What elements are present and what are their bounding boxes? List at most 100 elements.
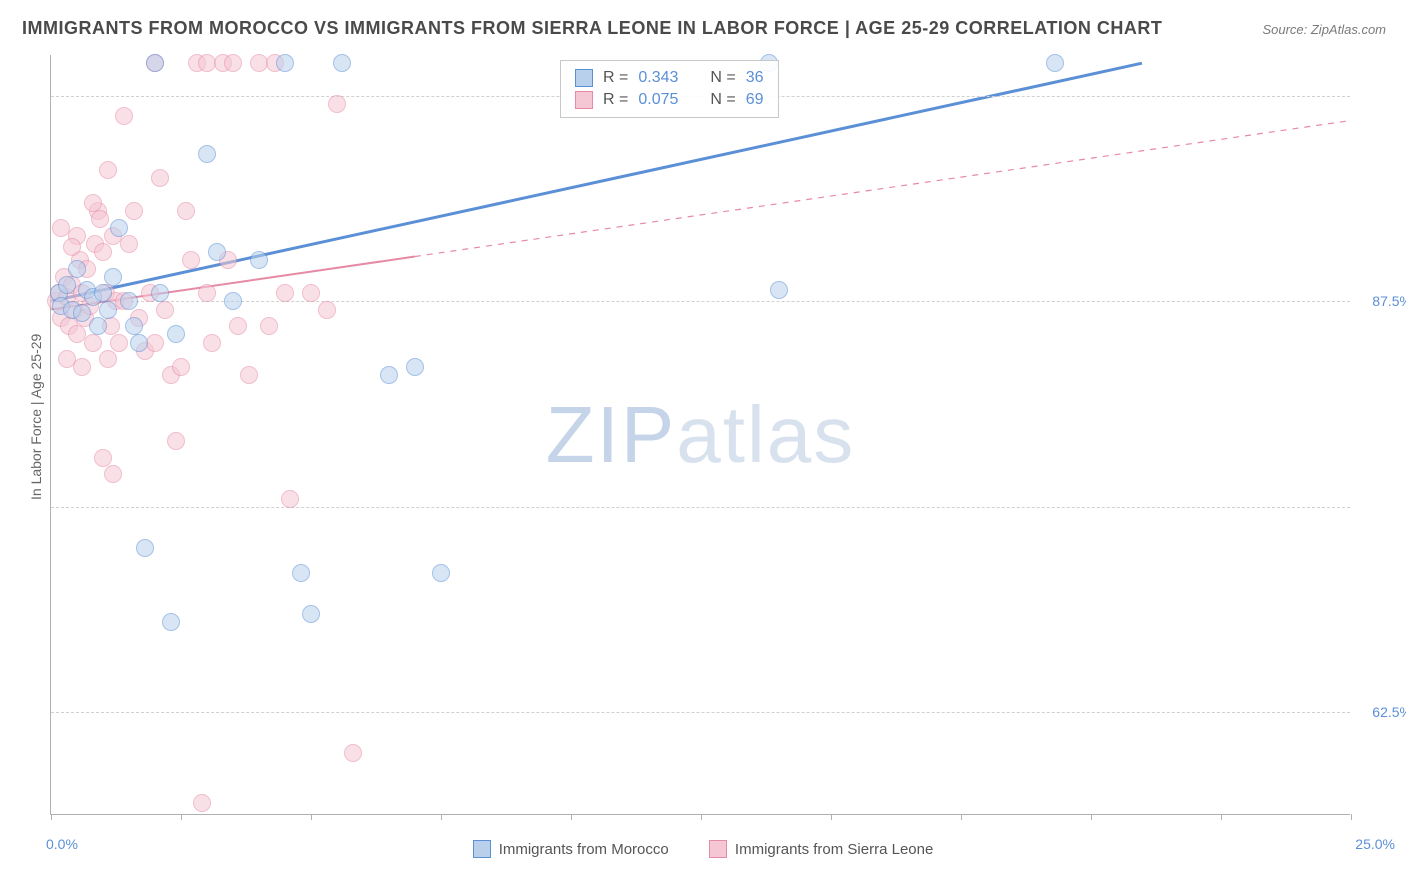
data-point-sierra-leone bbox=[73, 358, 91, 376]
data-point-sierra-leone bbox=[281, 490, 299, 508]
data-point-sierra-leone bbox=[167, 432, 185, 450]
data-point-sierra-leone bbox=[99, 350, 117, 368]
data-point-sierra-leone bbox=[302, 284, 320, 302]
regression-line bbox=[415, 121, 1350, 257]
swatch-bottom-sierra-leone bbox=[709, 840, 727, 858]
data-point-sierra-leone bbox=[110, 334, 128, 352]
x-tick bbox=[701, 814, 702, 820]
legend-row-sierra-leone: R = 0.075 N = 69 bbox=[575, 89, 764, 111]
data-point-sierra-leone bbox=[260, 317, 278, 335]
data-point-sierra-leone bbox=[84, 194, 102, 212]
data-point-morocco bbox=[406, 358, 424, 376]
data-point-sierra-leone bbox=[240, 366, 258, 384]
swatch-morocco bbox=[575, 69, 593, 87]
source-attribution: Source: ZipAtlas.com bbox=[1262, 22, 1386, 37]
series-name-1: Immigrants from Sierra Leone bbox=[735, 841, 933, 858]
data-point-sierra-leone bbox=[104, 465, 122, 483]
r-label-1: R = bbox=[603, 91, 628, 109]
x-tick bbox=[181, 814, 182, 820]
data-point-sierra-leone bbox=[344, 744, 362, 762]
chart-title: IMMIGRANTS FROM MOROCCO VS IMMIGRANTS FR… bbox=[22, 18, 1162, 39]
r-label-0: R = bbox=[603, 69, 628, 87]
x-tick bbox=[1221, 814, 1222, 820]
data-point-morocco bbox=[110, 219, 128, 237]
data-point-morocco bbox=[94, 284, 112, 302]
correlation-legend: R = 0.343 N = 36 R = 0.075 N = 69 bbox=[560, 60, 779, 118]
x-tick bbox=[311, 814, 312, 820]
y-tick-label: 62.5% bbox=[1372, 704, 1406, 720]
regression-lines-svg bbox=[51, 55, 1350, 814]
data-point-morocco bbox=[73, 304, 91, 322]
data-point-morocco bbox=[276, 54, 294, 72]
x-tick bbox=[51, 814, 52, 820]
data-point-sierra-leone bbox=[224, 54, 242, 72]
data-point-morocco bbox=[146, 54, 164, 72]
plot-area: ZIPatlas 62.5%87.5%0.0%25.0% bbox=[50, 55, 1350, 815]
gridline bbox=[51, 712, 1350, 713]
data-point-sierra-leone bbox=[276, 284, 294, 302]
x-tick bbox=[831, 814, 832, 820]
x-tick bbox=[1091, 814, 1092, 820]
x-tick bbox=[961, 814, 962, 820]
r-value-0: 0.343 bbox=[638, 69, 678, 87]
n-label-0: N = bbox=[710, 69, 735, 87]
data-point-morocco bbox=[1046, 54, 1064, 72]
gridline bbox=[51, 507, 1350, 508]
data-point-sierra-leone bbox=[318, 301, 336, 319]
data-point-morocco bbox=[136, 539, 154, 557]
x-tick bbox=[441, 814, 442, 820]
x-tick bbox=[571, 814, 572, 820]
data-point-sierra-leone bbox=[125, 202, 143, 220]
data-point-sierra-leone bbox=[156, 301, 174, 319]
legend-item-sierra-leone: Immigrants from Sierra Leone bbox=[709, 840, 933, 858]
data-point-morocco bbox=[292, 564, 310, 582]
data-point-sierra-leone bbox=[99, 161, 117, 179]
watermark-atlas: atlas bbox=[676, 390, 855, 479]
data-point-morocco bbox=[120, 292, 138, 310]
data-point-morocco bbox=[68, 260, 86, 278]
data-point-sierra-leone bbox=[203, 334, 221, 352]
legend-row-morocco: R = 0.343 N = 36 bbox=[575, 67, 764, 89]
data-point-sierra-leone bbox=[115, 107, 133, 125]
gridline bbox=[51, 301, 1350, 302]
data-point-morocco bbox=[770, 281, 788, 299]
data-point-morocco bbox=[58, 276, 76, 294]
data-point-morocco bbox=[208, 243, 226, 261]
data-point-morocco bbox=[99, 301, 117, 319]
data-point-sierra-leone bbox=[328, 95, 346, 113]
data-point-morocco bbox=[104, 268, 122, 286]
data-point-sierra-leone bbox=[94, 243, 112, 261]
data-point-sierra-leone bbox=[172, 358, 190, 376]
data-point-sierra-leone bbox=[146, 334, 164, 352]
data-point-sierra-leone bbox=[177, 202, 195, 220]
y-tick-label: 87.5% bbox=[1372, 293, 1406, 309]
data-point-morocco bbox=[250, 251, 268, 269]
r-value-1: 0.075 bbox=[638, 91, 678, 109]
data-point-sierra-leone bbox=[198, 284, 216, 302]
data-point-morocco bbox=[130, 334, 148, 352]
data-point-sierra-leone bbox=[151, 169, 169, 187]
data-point-morocco bbox=[151, 284, 169, 302]
series-legend: Immigrants from Morocco Immigrants from … bbox=[0, 840, 1406, 862]
data-point-sierra-leone bbox=[193, 794, 211, 812]
data-point-morocco bbox=[432, 564, 450, 582]
n-value-1: 69 bbox=[746, 91, 764, 109]
swatch-bottom-morocco bbox=[473, 840, 491, 858]
data-point-sierra-leone bbox=[94, 449, 112, 467]
data-point-morocco bbox=[333, 54, 351, 72]
data-point-sierra-leone bbox=[84, 334, 102, 352]
data-point-morocco bbox=[224, 292, 242, 310]
x-tick bbox=[1351, 814, 1352, 820]
data-point-morocco bbox=[302, 605, 320, 623]
watermark-zip: ZIP bbox=[546, 390, 676, 479]
data-point-morocco bbox=[380, 366, 398, 384]
data-point-sierra-leone bbox=[182, 251, 200, 269]
data-point-sierra-leone bbox=[52, 219, 70, 237]
legend-item-morocco: Immigrants from Morocco bbox=[473, 840, 669, 858]
watermark-logo: ZIPatlas bbox=[546, 389, 855, 481]
n-value-0: 36 bbox=[746, 69, 764, 87]
y-axis-label: In Labor Force | Age 25-29 bbox=[28, 334, 44, 500]
data-point-morocco bbox=[198, 145, 216, 163]
data-point-morocco bbox=[162, 613, 180, 631]
series-name-0: Immigrants from Morocco bbox=[499, 841, 669, 858]
